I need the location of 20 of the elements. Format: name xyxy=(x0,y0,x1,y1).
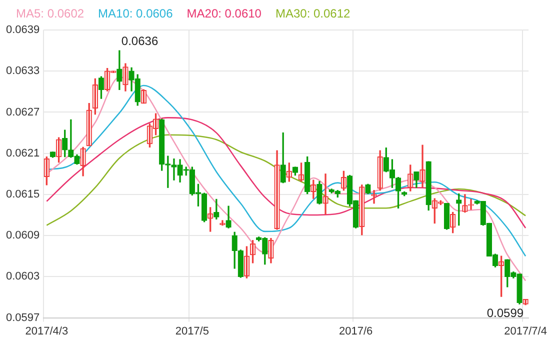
annotation: 0.0599 xyxy=(486,306,524,320)
text: MA5: 0.0602 xyxy=(16,6,84,20)
x-tick-label: 2017/6 xyxy=(339,325,373,338)
text: MA20: 0.0610 xyxy=(186,6,262,20)
x-tick-label: 2017/4/3 xyxy=(25,325,68,338)
line-series xyxy=(46,117,526,229)
y-tick-label: 0.0609 xyxy=(6,230,40,242)
y-tick-label: 0.0621 xyxy=(6,147,40,160)
x-tick-label: 2017/5 xyxy=(175,325,209,338)
x-tick-label: 2017/7/4 xyxy=(504,325,547,338)
y-tick-label: 0.0597 xyxy=(6,312,40,324)
y-tick-label: 0.0633 xyxy=(6,65,40,78)
y-tick-label: 0.0615 xyxy=(6,188,40,200)
text: MA30: 0.0612 xyxy=(275,6,351,20)
y-tick-label: 0.0603 xyxy=(6,270,40,283)
y-tick-label: 0.0627 xyxy=(6,106,40,118)
y-tick-label: 0.0639 xyxy=(6,24,40,36)
line-series xyxy=(46,134,526,226)
text: MA10: 0.0606 xyxy=(98,6,174,20)
annotation: 0.0636 xyxy=(121,34,158,48)
